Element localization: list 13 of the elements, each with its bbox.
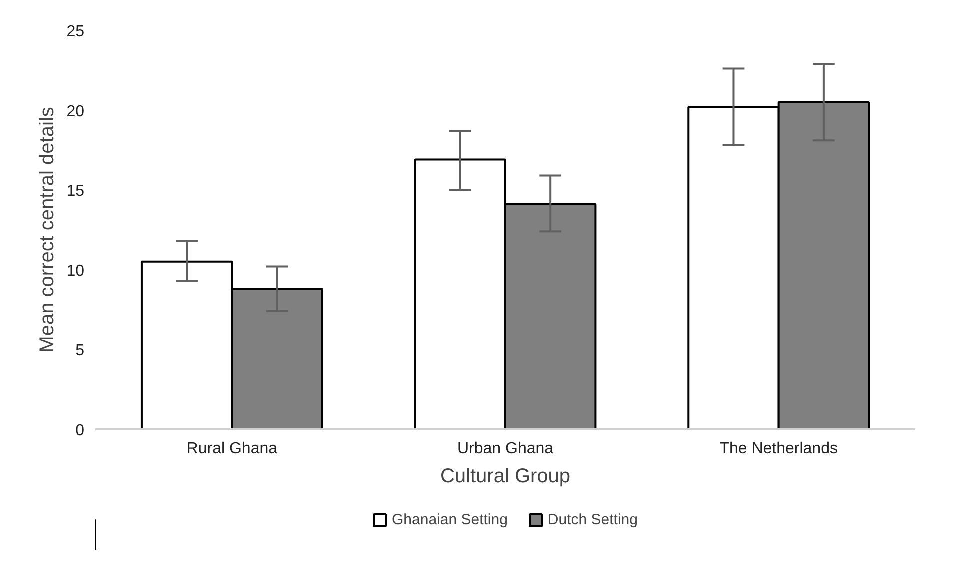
y-tick-label: 20 (66, 103, 85, 120)
y-tick-label: 10 (66, 262, 85, 280)
y-tick-label: 25 (66, 24, 85, 40)
x-axis-title: Cultural Group (440, 466, 571, 488)
x-tick-label: Urban Ghana (457, 440, 554, 458)
y-tick-label: 5 (76, 342, 85, 360)
y-tick-label: 15 (66, 183, 85, 200)
x-tick-label: Rural Ghana (186, 440, 278, 458)
x-tick-label: The Netherlands (720, 440, 838, 458)
y-axis-title: Mean correct central details (36, 107, 59, 353)
y-tick-label: 0 (76, 422, 85, 440)
legend-label: Dutch Setting (548, 512, 638, 528)
legend-label: Ghanaian Setting (392, 512, 508, 528)
